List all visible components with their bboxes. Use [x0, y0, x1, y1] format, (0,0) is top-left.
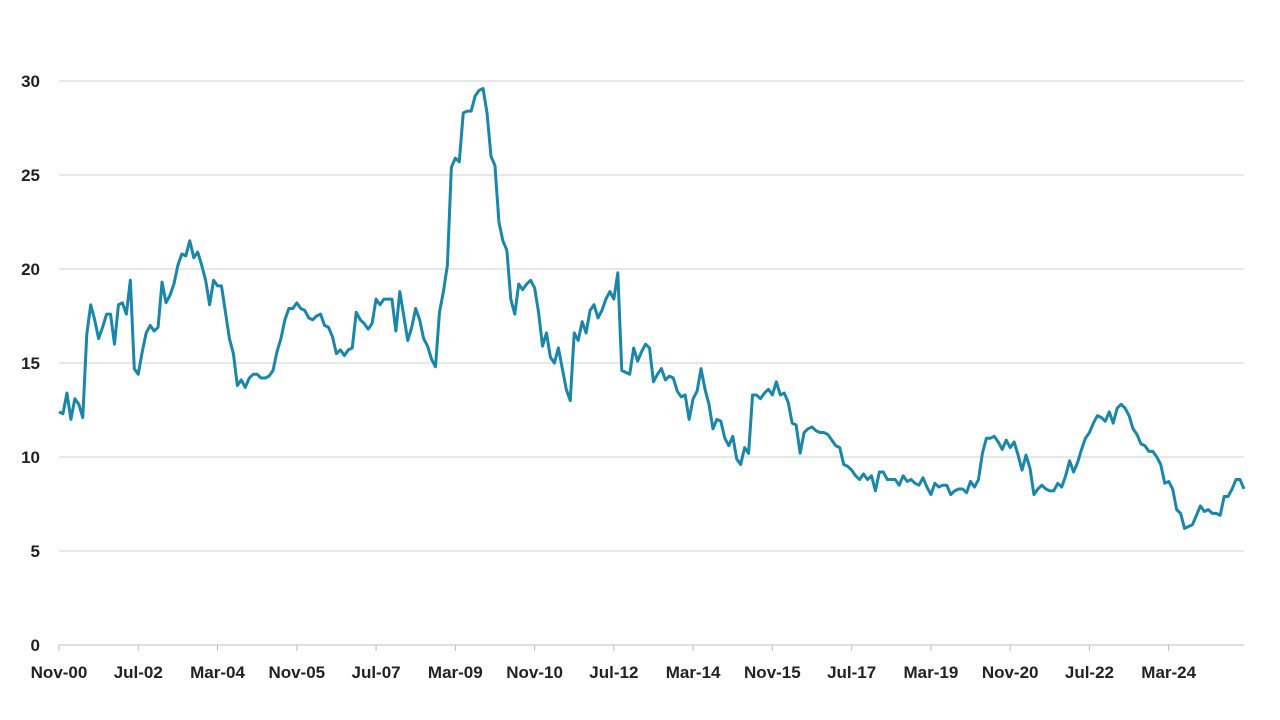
- y-tick-label: 20: [21, 260, 40, 279]
- x-tick-label: Nov-00: [31, 663, 88, 682]
- x-tick-label: Nov-20: [982, 663, 1039, 682]
- x-tick-label: Mar-14: [666, 663, 721, 682]
- y-tick-label: 10: [21, 448, 40, 467]
- x-tick-label: Mar-09: [428, 663, 483, 682]
- x-tick-label: Mar-19: [904, 663, 959, 682]
- y-tick-label: 30: [21, 72, 40, 91]
- y-tick-label: 15: [21, 354, 40, 373]
- x-tick-label: Jul-02: [114, 663, 163, 682]
- x-tick-label: Mar-04: [190, 663, 245, 682]
- x-tick-label: Jul-12: [589, 663, 638, 682]
- y-tick-label: 25: [21, 166, 40, 185]
- x-tick-label: Nov-05: [268, 663, 325, 682]
- x-tick-label: Nov-15: [744, 663, 801, 682]
- y-tick-label: 5: [31, 542, 40, 561]
- y-tick-label: 0: [31, 636, 40, 655]
- x-tick-label: Jul-22: [1065, 663, 1114, 682]
- x-tick-label: Jul-17: [827, 663, 876, 682]
- data-line: [58, 87, 1246, 530]
- x-tick-label: Nov-10: [506, 663, 563, 682]
- x-tick-label: Jul-07: [351, 663, 400, 682]
- x-tick-label: Mar-24: [1141, 663, 1196, 682]
